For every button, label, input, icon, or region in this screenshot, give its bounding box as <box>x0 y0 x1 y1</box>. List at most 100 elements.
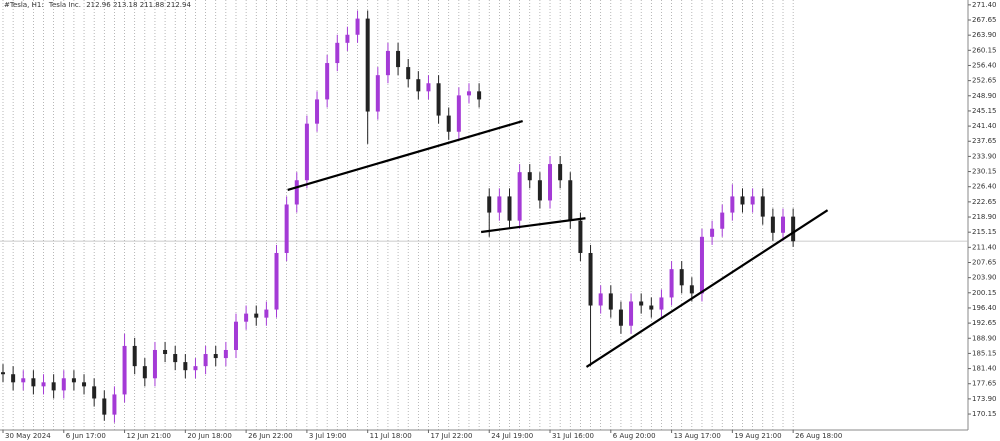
trend-line <box>585 209 829 368</box>
chart-header: #Tesla, H1: Tesla Inc. 212.96 213.18 211… <box>4 1 191 9</box>
candle-body <box>537 180 542 201</box>
candle-body <box>649 305 654 310</box>
candle-body <box>254 313 259 318</box>
candle-body <box>284 204 289 253</box>
x-tick-label: 17 Jul 22:00 <box>430 432 472 440</box>
candle-body <box>568 180 573 221</box>
candle-body <box>689 285 694 294</box>
y-tick-label: 181.40 <box>972 365 997 373</box>
candle-body <box>740 196 745 205</box>
candle-body <box>152 349 157 379</box>
candle-body <box>274 252 279 310</box>
candle-body <box>41 382 46 387</box>
candle-body <box>517 172 522 221</box>
candle-body <box>213 354 218 359</box>
candle-body <box>396 50 401 68</box>
candle-body <box>639 301 644 306</box>
candle-body <box>1 372 5 375</box>
candle-body <box>416 79 421 92</box>
candle-body <box>466 91 471 96</box>
candle-body <box>669 269 674 298</box>
candle-body <box>244 313 249 322</box>
candle-body <box>558 164 563 181</box>
y-tick-label: 192.65 <box>972 319 997 327</box>
y-tick-label: 267.65 <box>972 16 997 24</box>
y-tick-label: 226.40 <box>972 183 997 191</box>
y-tick-label: 222.65 <box>972 198 997 206</box>
x-tick-label: 13 Aug 17:00 <box>674 432 721 440</box>
x-tick-label: 26 Aug 18:00 <box>795 432 842 440</box>
candle-body <box>294 180 299 205</box>
high-value: 213.18 <box>113 1 138 9</box>
y-tick-label: 271.40 <box>972 1 997 9</box>
candle-body <box>679 269 684 286</box>
y-tick-label: 170.15 <box>972 410 997 418</box>
candle-body <box>355 18 360 35</box>
candle-body <box>730 196 735 213</box>
y-tick-label: 241.40 <box>972 122 997 130</box>
candle-body <box>142 366 147 379</box>
candle-body <box>770 216 775 233</box>
y-tick-label: 230.15 <box>972 168 997 176</box>
candle-body <box>477 91 482 100</box>
candle-body <box>112 394 117 415</box>
candle-body <box>720 212 725 229</box>
candle-body <box>659 297 664 310</box>
candle-body <box>781 216 786 233</box>
y-tick-label: 237.65 <box>972 137 997 145</box>
y-tick-label: 207.65 <box>972 258 997 266</box>
candle-body <box>578 220 583 253</box>
trend-line <box>480 217 586 234</box>
candle-body <box>335 42 340 64</box>
y-tick-label: 188.90 <box>972 334 997 342</box>
symbol: #Tesla, H1: <box>4 1 44 9</box>
candle-body <box>598 293 603 306</box>
x-tick-label: 19 Aug 21:00 <box>734 432 781 440</box>
candle-body <box>264 309 269 318</box>
candle-body <box>315 99 320 124</box>
candle-body <box>173 354 178 363</box>
x-tick-label: 6 Jun 17:00 <box>66 432 106 440</box>
y-tick-label: 233.90 <box>972 152 997 160</box>
candle-body <box>608 293 613 310</box>
x-tick-label: 11 Jul 18:00 <box>370 432 412 440</box>
candle-body <box>791 216 796 242</box>
candle-body <box>82 382 87 387</box>
y-tick-label: 256.40 <box>972 61 997 69</box>
trend-line <box>287 119 523 191</box>
candle-body <box>527 172 532 181</box>
y-tick-label: 248.90 <box>972 92 997 100</box>
candle-body <box>122 345 127 395</box>
candle-body <box>92 386 97 399</box>
x-tick-label: 24 Jul 19:00 <box>491 432 533 440</box>
candle-body <box>223 349 228 359</box>
candle-body <box>233 321 238 350</box>
candle-body <box>365 18 370 112</box>
candle-body <box>385 50 390 76</box>
x-tick-label: 12 Jun 21:00 <box>127 432 171 440</box>
y-tick-label: 215.15 <box>972 228 997 236</box>
y-tick-label: 252.65 <box>972 77 997 85</box>
y-tick-label: 173.90 <box>972 395 997 403</box>
y-tick-label: 177.65 <box>972 380 997 388</box>
y-tick-label: 218.90 <box>972 213 997 221</box>
candle-body <box>618 309 623 326</box>
y-tick-label: 263.90 <box>972 31 997 39</box>
x-tick-label: 20 Jun 18:00 <box>187 432 231 440</box>
candle-body <box>436 83 441 116</box>
candle-body <box>699 236 704 294</box>
candle-body <box>11 374 16 383</box>
candle-body <box>446 115 451 132</box>
candle-body <box>760 196 765 217</box>
close-value: 212.94 <box>166 1 191 9</box>
y-tick-label: 200.15 <box>972 289 997 297</box>
y-tick-label: 196.40 <box>972 304 997 312</box>
candle-body <box>345 34 350 43</box>
x-tick-label: 31 Jul 16:00 <box>552 432 594 440</box>
candle-body <box>406 67 411 80</box>
candle-body <box>203 354 208 367</box>
candle-body <box>193 366 198 371</box>
candle-body <box>750 196 755 205</box>
